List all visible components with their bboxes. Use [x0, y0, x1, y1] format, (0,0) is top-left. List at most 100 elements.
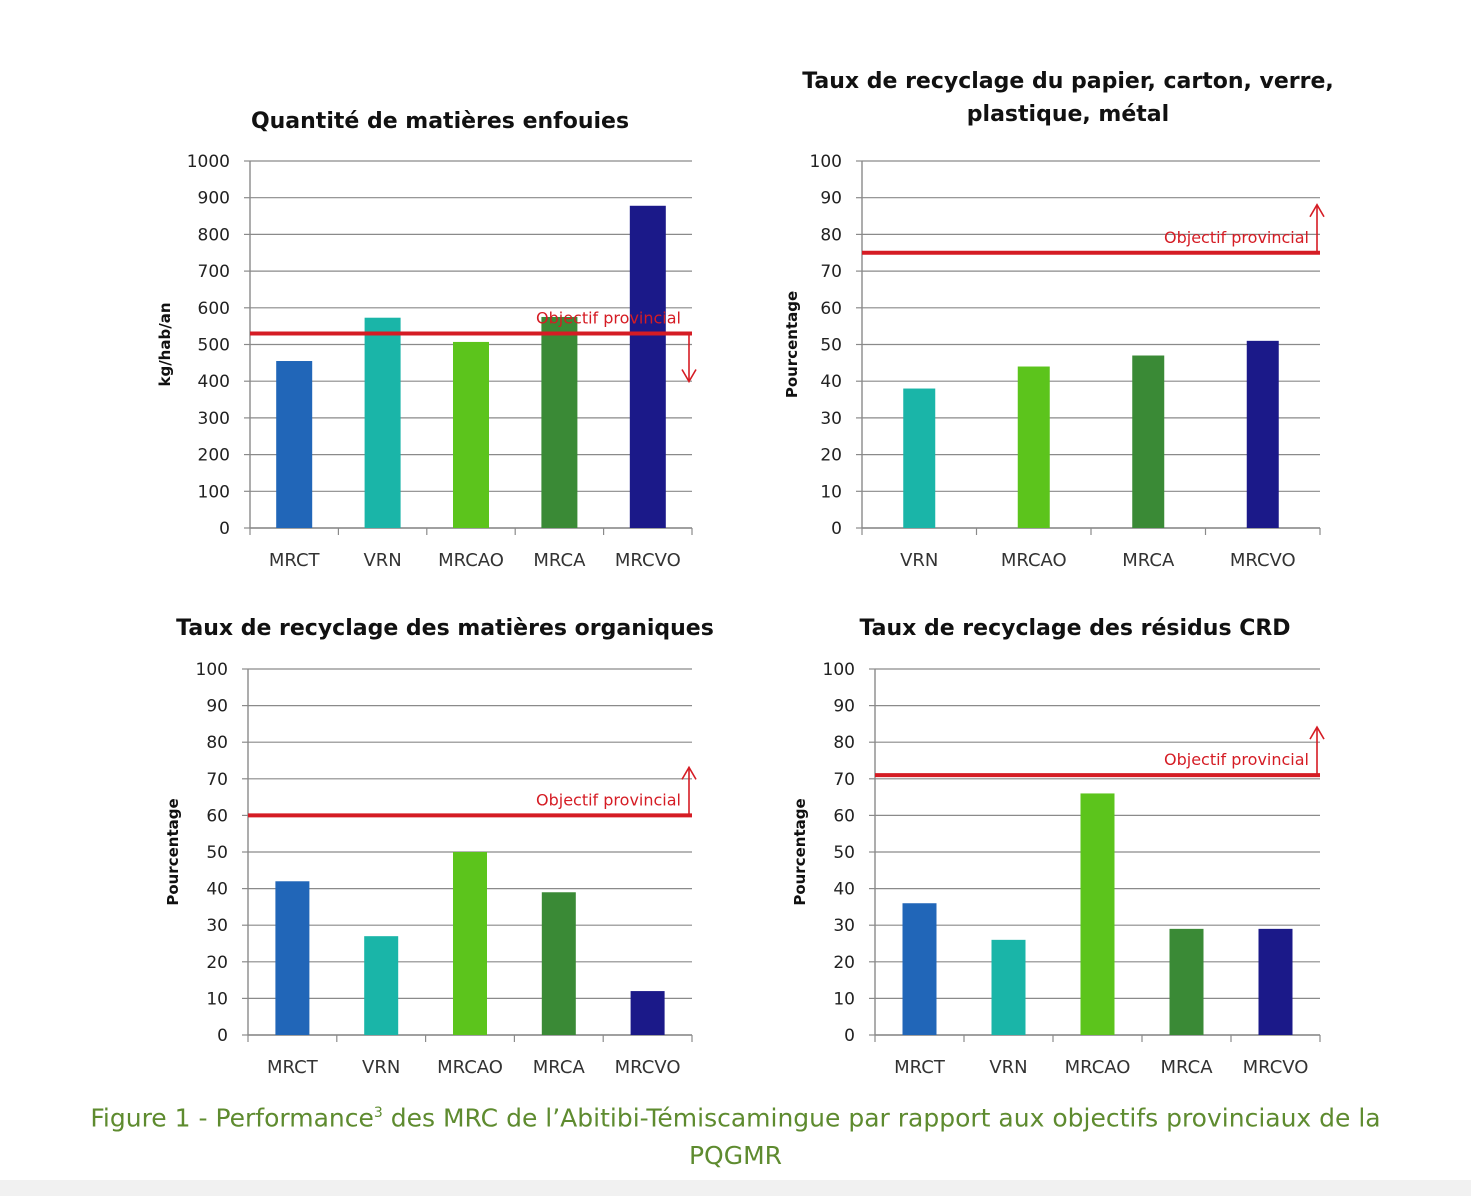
caption-suffix: des MRC de l’Abitibi-Témiscamingue par r…: [382, 1103, 1381, 1133]
chart-3-category-label: VRN: [362, 1057, 400, 1078]
caption-superscript: 3: [373, 1105, 383, 1121]
chart-1-bar-mrcao: [453, 341, 489, 528]
caption-prefix: Figure 1 - Performance: [90, 1103, 374, 1133]
chart-1-category-label: VRN: [363, 550, 401, 571]
chart-4-ytick-label: 40: [833, 880, 855, 900]
chart-4-ytick-label: 70: [833, 770, 855, 790]
chart-2-title: Taux de recyclage du papier, carton, ver…: [802, 69, 1334, 94]
chart-4-ytick-label: 30: [833, 916, 855, 936]
chart-2-ytick-label: 50: [820, 336, 842, 356]
chart-4-ytick-label: 50: [833, 843, 855, 863]
chart-1-category-label: MRCVO: [615, 550, 681, 571]
chart-3-title: Taux de recyclage des matières organique…: [176, 616, 714, 641]
chart-1-category-label: MRCAO: [438, 550, 504, 571]
chart-3-bar-mrct: [275, 881, 310, 1035]
chart-2-ytick-label: 60: [820, 299, 842, 319]
chart-3-bar-mrcao: [453, 852, 487, 1035]
chart-4-ytick-label: 100: [823, 660, 855, 680]
chart-3-ytick-label: 90: [206, 697, 228, 717]
chart-2-title: plastique, métal: [967, 102, 1169, 127]
chart-2-objective-label: Objectif provincial: [1164, 228, 1309, 247]
chart-4-bar-mrcvo: [1258, 928, 1293, 1035]
chart-2-ytick-label: 30: [820, 409, 842, 429]
chart-1-bar-mrcvo: [629, 205, 666, 529]
chart-3-ytick-label: 40: [206, 880, 228, 900]
chart-4-bar-mrca: [1169, 928, 1204, 1035]
chart-4-ytick-label: 60: [833, 806, 855, 826]
chart-1-ytick-label: 200: [198, 446, 230, 466]
chart-4-ytick-label: 80: [833, 733, 855, 753]
chart-3-ytick-label: 50: [206, 843, 228, 863]
chart-4-title: Taux de recyclage des résidus CRD: [859, 616, 1290, 641]
chart-2-bar-mrca: [1132, 355, 1165, 528]
chart-4-y-axis-label: Pourcentage: [791, 798, 809, 905]
chart-2-category-label: VRN: [900, 550, 938, 571]
chart-3-category-label: MRCT: [267, 1057, 319, 1078]
chart-3-category-label: MRCAO: [437, 1057, 503, 1078]
chart-4-category-label: MRCVO: [1243, 1057, 1309, 1078]
chart-4-ytick-label: 10: [833, 989, 855, 1009]
chart-1-ytick-label: 1000: [187, 152, 230, 172]
chart-3-bar-mrca: [541, 892, 576, 1035]
chart-4-category-label: VRN: [989, 1057, 1027, 1078]
chart-2-category-label: MRCVO: [1230, 550, 1296, 571]
chart-1-ytick-label: 700: [198, 262, 230, 282]
chart-3-objective-label: Objectif provincial: [536, 790, 681, 809]
chart-2-ytick-label: 40: [820, 372, 842, 392]
chart-2-category-label: MRCA: [1122, 550, 1175, 571]
chart-4-ytick-label: 20: [833, 953, 855, 973]
chart-2-ytick-label: 70: [820, 262, 842, 282]
chart-1-category-label: MRCA: [533, 550, 586, 571]
chart-3-ytick-label: 100: [196, 660, 228, 680]
chart-3-ytick-label: 20: [206, 953, 228, 973]
chart-2-ytick-label: 100: [810, 152, 842, 172]
chart-2-bar-vrn: [903, 388, 936, 528]
chart-2-ytick-label: 80: [820, 225, 842, 245]
chart-3-bar-vrn: [364, 936, 399, 1035]
chart-1-bar-mrct: [276, 361, 313, 528]
chart-3-ytick-label: 70: [206, 770, 228, 790]
chart-4-category-label: MRCAO: [1065, 1057, 1131, 1078]
chart-3-ytick-label: 0: [217, 1026, 228, 1046]
chart-1-ytick-label: 600: [198, 299, 230, 319]
chart-1-category-label: MRCT: [269, 550, 321, 571]
chart-4-bar-vrn: [991, 939, 1026, 1035]
chart-2-bar-mrcvo: [1246, 340, 1279, 528]
chart-2-category-label: MRCAO: [1001, 550, 1067, 571]
chart-4-bar-mrcao: [1080, 793, 1115, 1035]
chart-3-category-label: MRCA: [533, 1057, 586, 1078]
chart-4-objective-label: Objectif provincial: [1164, 750, 1309, 769]
chart-3-ytick-label: 30: [206, 916, 228, 936]
chart-1-ytick-label: 300: [198, 409, 230, 429]
chart-3-objective-arrow-head: [681, 765, 697, 780]
chart-1-objective-arrow-head: [681, 369, 697, 384]
chart-4-bar-mrct: [902, 903, 937, 1035]
chart-1-objective-label: Objectif provincial: [536, 308, 681, 327]
chart-1-ytick-label: 0: [219, 519, 230, 539]
chart-1-ytick-label: 500: [198, 336, 230, 356]
chart-3-bar-mrcvo: [630, 991, 665, 1035]
chart-2-ytick-label: 20: [820, 446, 842, 466]
chart-1-ytick-label: 900: [198, 189, 230, 209]
chart-2-ytick-label: 0: [831, 519, 842, 539]
chart-4-category-label: MRCT: [894, 1057, 946, 1078]
chart-1-bar-mrca: [541, 316, 578, 528]
chart-1-title: Quantité de matières enfouies: [251, 109, 629, 134]
chart-1-ytick-label: 800: [198, 225, 230, 245]
chart-2-objective-arrow-head: [1309, 203, 1325, 218]
chart-2-bar-mrcao: [1017, 366, 1050, 528]
chart-3-ytick-label: 60: [206, 806, 228, 826]
page-bottom-strip: [0, 1180, 1471, 1196]
chart-4-category-label: MRCA: [1160, 1057, 1213, 1078]
chart-1-ytick-label: 400: [198, 372, 230, 392]
chart-2-ytick-label: 90: [820, 189, 842, 209]
chart-2-ytick-label: 10: [820, 482, 842, 502]
caption-line2: PQGMR: [688, 1141, 783, 1171]
chart-1-y-axis-label: kg/hab/an: [156, 302, 174, 386]
chart-4-ytick-label: 0: [844, 1026, 855, 1046]
chart-4-objective-arrow-head: [1309, 725, 1325, 740]
chart-2-y-axis-label: Pourcentage: [783, 291, 801, 398]
figure-caption: Figure 1 - Performance3 des MRC de l’Abi…: [40, 1094, 1431, 1175]
